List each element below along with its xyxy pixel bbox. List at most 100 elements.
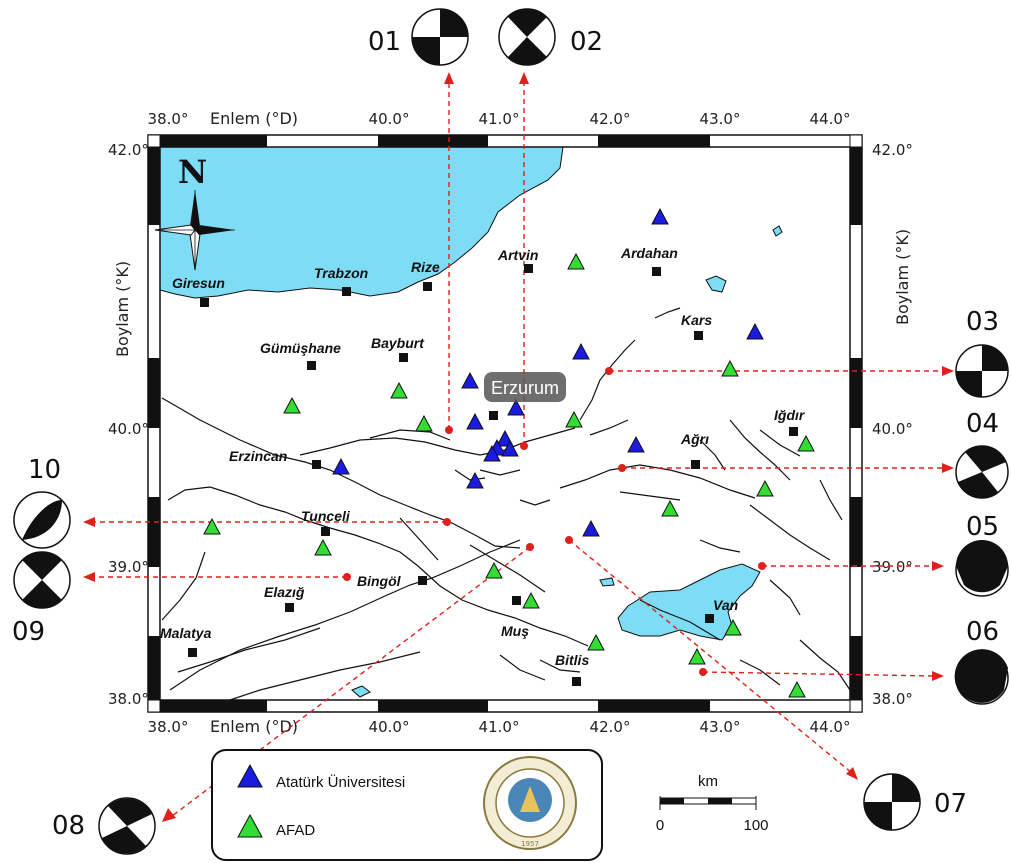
x-ticks-top: 38.0° 40.0° 41.0° 42.0° 43.0° 44.0° Enle…	[148, 109, 851, 128]
city-label-rize: Rize	[411, 259, 440, 275]
svg-text:05: 05	[966, 512, 999, 542]
scale-start: 0	[656, 817, 664, 834]
city-label-ardahan: Ardahan	[620, 245, 678, 261]
legend: Atatürk Üniversitesi AFAD 1957	[211, 749, 603, 861]
city-marker	[399, 353, 408, 362]
highlight-city-label: Erzurum	[491, 378, 559, 398]
city-label-igdir: Iğdır	[774, 407, 806, 423]
y-tick-right: 38.0°	[872, 690, 913, 708]
city-marker	[524, 264, 533, 273]
lake-small-3	[599, 577, 615, 587]
y-tick-right: 40.0°	[872, 420, 913, 438]
x-tick-bottom: 40.0°	[369, 718, 410, 736]
city-label-elazig: Elazığ	[264, 584, 305, 600]
city-marker	[691, 460, 700, 469]
x-tick-bottom: 42.0°	[590, 718, 631, 736]
station-atauni	[627, 435, 645, 453]
station-atauni	[466, 471, 484, 489]
x-tick-top: 38.0°	[148, 110, 189, 128]
y-tick-right: 39.0°	[872, 558, 913, 576]
station-afad	[203, 517, 221, 535]
city-marker	[652, 267, 661, 276]
station-atauni	[483, 444, 501, 462]
x-tick-top: 42.0°	[590, 110, 631, 128]
focal-mechanism-10: 10	[13, 455, 71, 549]
city-marker	[423, 282, 432, 291]
station-afad	[565, 410, 583, 428]
x-tick-bottom: 38.0°	[148, 718, 189, 736]
station-afad	[567, 252, 585, 270]
station-afad	[415, 414, 433, 432]
city-labels: Giresun Trabzon Rize Artvin Ardahan Kars…	[160, 245, 806, 668]
station-afad	[314, 538, 332, 556]
city-label-artvin: Artvin	[497, 247, 538, 263]
right-axis-label: Boylam (°K)	[893, 229, 912, 325]
station-afad	[661, 499, 679, 517]
bottom-axis-label: Enlem (°D)	[210, 717, 298, 736]
focal-mechanism-04: 04	[955, 409, 1009, 499]
compass-icon: N	[154, 153, 235, 271]
svg-text:06: 06	[966, 617, 999, 647]
lake-small-1	[772, 225, 783, 237]
svg-text:03: 03	[966, 307, 999, 337]
station-atauni	[332, 457, 350, 475]
north-label: N	[178, 153, 207, 191]
city-label-erzincan: Erzincan	[229, 448, 287, 464]
legend-atauni-icon	[237, 763, 263, 788]
station-afad	[587, 633, 605, 651]
city-marker	[789, 427, 798, 436]
y-ticks-right: 42.0° 40.0° 39.0° 38.0° Boylam (°K)	[872, 141, 913, 708]
city-label-mus: Muş	[501, 623, 529, 639]
city-marker	[512, 596, 521, 605]
city-label-giresun: Giresun	[172, 275, 225, 291]
focal-mechanism-01: 01	[368, 8, 469, 66]
station-afad	[522, 591, 540, 609]
station-atauni	[501, 439, 519, 457]
city-marker	[312, 460, 321, 469]
city-marker	[307, 361, 316, 370]
station-afad	[797, 434, 815, 452]
station-atauni	[582, 519, 600, 537]
city-markers	[188, 264, 798, 686]
station-atauni	[746, 322, 764, 340]
station-afad	[756, 479, 774, 497]
legend-afad-label: AFAD	[276, 822, 315, 839]
station-afad	[485, 561, 503, 579]
station-atauni	[651, 207, 669, 225]
y-tick-right: 42.0°	[872, 141, 913, 159]
station-afad	[283, 396, 301, 414]
station-afad	[724, 618, 742, 636]
station-atauni	[507, 398, 525, 416]
y-tick-left: 40.0°	[108, 420, 149, 438]
focal-mechanism-07: 07	[863, 773, 967, 831]
focal-mechanism-08: 08	[52, 797, 156, 855]
scale-bar: km 0 100	[656, 773, 769, 834]
svg-text:07: 07	[934, 789, 967, 819]
x-tick-top: 44.0°	[810, 110, 851, 128]
city-label-agri: Ağrı	[680, 431, 709, 447]
station-afad	[721, 359, 739, 377]
city-marker	[285, 603, 294, 612]
x-tick-bottom: 41.0°	[479, 718, 520, 736]
city-marker	[489, 411, 498, 420]
focal-mechanism-09: 09	[12, 551, 71, 647]
city-label-trabzon: Trabzon	[314, 265, 368, 281]
city-marker	[694, 331, 703, 340]
city-label-kars: Kars	[681, 312, 712, 328]
y-ticks-left: 42.0° 40.0° 39.0° 38.0° Boylam (°K)	[108, 141, 149, 708]
scale-end: 100	[743, 817, 768, 834]
x-tick-top: 43.0°	[700, 110, 741, 128]
station-atauni	[466, 412, 484, 430]
city-marker	[200, 298, 209, 307]
scale-unit: km	[698, 773, 718, 790]
city-marker	[572, 677, 581, 686]
lake-small-2	[351, 685, 371, 698]
x-ticks-bottom: 38.0° 40.0° 41.0° 42.0° 43.0° 44.0° Enle…	[148, 717, 851, 736]
station-afad	[688, 647, 706, 665]
lake-van	[617, 563, 761, 641]
stations-afad	[203, 252, 815, 698]
left-axis-label: Boylam (°K)	[113, 261, 132, 357]
y-tick-left: 38.0°	[108, 690, 149, 708]
stations-atauni	[332, 207, 764, 537]
city-marker	[321, 527, 330, 536]
